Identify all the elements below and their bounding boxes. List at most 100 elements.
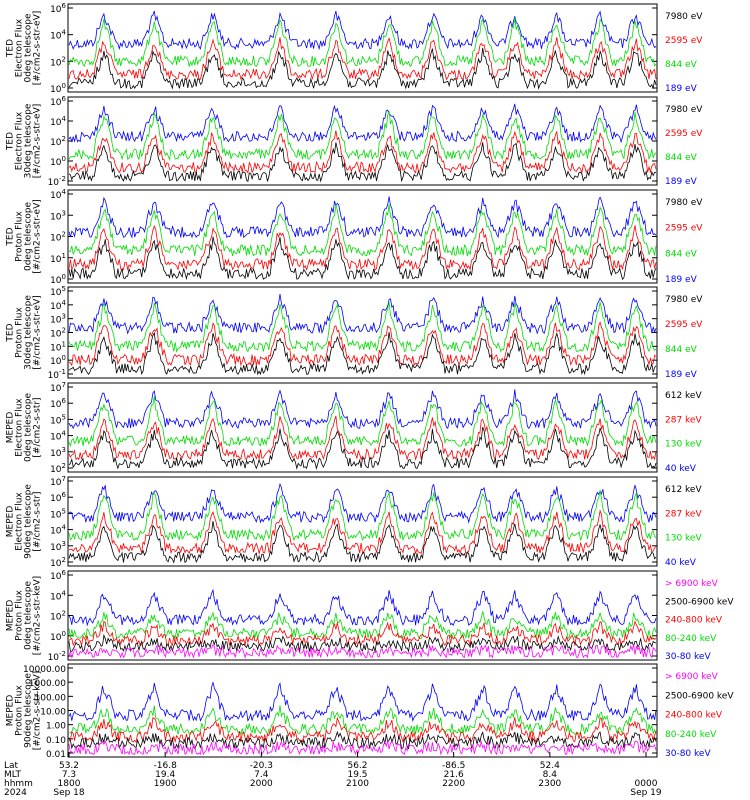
y-tick-label: 100 (50, 354, 66, 367)
y-axis-label-line: 0deg telescope (24, 202, 34, 272)
y-axis-label-line: 30deg telescope (24, 295, 34, 370)
panel-frame (67, 3, 658, 93)
legend-entry: 844 eV (665, 345, 698, 355)
y-tick-label: 10-1 (48, 368, 66, 381)
y-axis-label-line: Electron Flux (15, 398, 25, 457)
y-tick-label: 10-2 (48, 650, 66, 663)
legend-entry: 287 keV (665, 415, 702, 425)
series-line (68, 415, 657, 461)
legend-entry: 612 keV (665, 391, 702, 401)
x-row-label: Lat (4, 761, 19, 771)
series-line (68, 740, 657, 756)
x-tick-label-hhmm: 2200 (442, 779, 465, 789)
x-row-label: MLT (4, 770, 22, 780)
y-axis-label-line: Proton Flux (15, 211, 25, 262)
legend-entry: 7980 eV (665, 12, 703, 22)
x-row-label: 2024 (4, 788, 27, 798)
series-line (68, 482, 657, 524)
series-line (68, 716, 657, 744)
legend-entry: 40 keV (665, 464, 697, 474)
x-tick-label-mlt: 21.6 (444, 770, 464, 780)
series-line (68, 389, 657, 430)
series-line (68, 682, 657, 722)
series-line (68, 103, 657, 144)
x-tick-label-lat: 53.2 (59, 761, 79, 771)
y-axis-label-line: TED (6, 132, 16, 151)
y-axis-label-line: 0deg telescope (24, 13, 34, 83)
series-line (68, 490, 657, 542)
y-tick-label: 100 (50, 630, 66, 643)
x-tick-label-lat: 56.2 (347, 761, 367, 771)
y-axis-label-line: Proton Flux (15, 590, 25, 641)
y-axis-label-line: [#/cm2-s-str-eV] (33, 295, 43, 370)
y-axis-label-line: TED (6, 323, 16, 342)
y-tick-label: 103 (50, 313, 66, 326)
y-tick-label: 105 (50, 285, 66, 298)
y-tick-label: 106 (50, 397, 66, 410)
series-line (68, 521, 657, 564)
legend-entry: 612 keV (665, 485, 702, 495)
x-tick-label-hhmm: 2000 (250, 779, 273, 789)
x-tick-label-hhmm: 0000 (635, 779, 658, 789)
y-tick-label: 103 (50, 540, 66, 553)
x-tick-label-hhmm: 1800 (58, 779, 81, 789)
x-tick-label-lat: 52.4 (540, 761, 560, 771)
series-line (68, 705, 657, 736)
y-axis-label-line: [#/cm2-s-str-keV] (33, 671, 43, 750)
legend-entry: 30-80 keV (665, 652, 711, 662)
y-axis-label-line: TED (6, 227, 16, 246)
y-tick-label: 104 (50, 29, 66, 42)
series-line (68, 196, 657, 239)
legend-entry: 7980 eV (665, 295, 703, 305)
y-axis-label-line: 90deg telescope (24, 484, 34, 559)
x-row-label: hhmm (4, 779, 33, 789)
series-line (68, 110, 657, 162)
y-tick-label: 101 (50, 340, 66, 353)
series-line (68, 620, 657, 647)
y-tick-label: 102 (50, 55, 66, 68)
x-tick-label-mlt: 8.4 (543, 770, 558, 780)
legend-entry: 2595 eV (665, 320, 703, 330)
x-tick-label-date: Sep 18 (53, 788, 85, 798)
series-line (68, 588, 657, 627)
y-tick-label: 0.10 (46, 736, 66, 746)
y-tick-label: 10000.00 (23, 665, 66, 675)
series-line (68, 204, 657, 257)
series-line (68, 37, 657, 81)
y-tick-label: 103 (50, 446, 66, 459)
panel-frame (67, 286, 658, 379)
y-tick-label: 106 (50, 2, 66, 15)
series-line (68, 130, 657, 175)
series-line (68, 17, 657, 68)
series-line (68, 426, 657, 470)
legend-entry: 30-80 keV (665, 749, 711, 759)
series-line (68, 331, 657, 376)
y-tick-label: 104 (50, 524, 66, 537)
y-axis-label-line: 0deg telescope (24, 581, 34, 651)
y-tick-label: 104 (50, 299, 66, 312)
y-tick-label: 104 (50, 188, 66, 201)
y-tick-label: 105 (50, 507, 66, 520)
x-tick-label-hhmm: 1900 (154, 779, 177, 789)
y-tick-label: 104 (50, 115, 66, 128)
panel-frame (67, 382, 658, 473)
series-line (68, 225, 657, 271)
legend-entry: 2500-6900 keV (665, 691, 734, 701)
y-tick-label: 101 (50, 252, 66, 265)
legend-entry: 189 eV (665, 370, 698, 380)
y-axis-label-line: MEPED (6, 412, 16, 444)
x-tick-label-lat: -16.8 (154, 761, 178, 771)
legend-entry: 189 eV (665, 275, 698, 285)
y-axis-label-line: MEPED (6, 506, 16, 538)
x-tick-label-mlt: 19.4 (155, 770, 175, 780)
x-tick-label-hhmm: 2100 (346, 779, 369, 789)
legend-entry: 844 eV (665, 60, 698, 70)
series-line (68, 10, 657, 51)
y-tick-label: 10.00 (40, 708, 66, 718)
series-line (68, 293, 657, 335)
panel-frame (67, 663, 658, 758)
y-tick-label: 100 (50, 155, 66, 168)
y-axis-label-line: Electron Flux (15, 18, 25, 77)
x-tick-label-lat: -20.3 (250, 761, 273, 771)
legend-entry: 40 keV (665, 558, 697, 568)
